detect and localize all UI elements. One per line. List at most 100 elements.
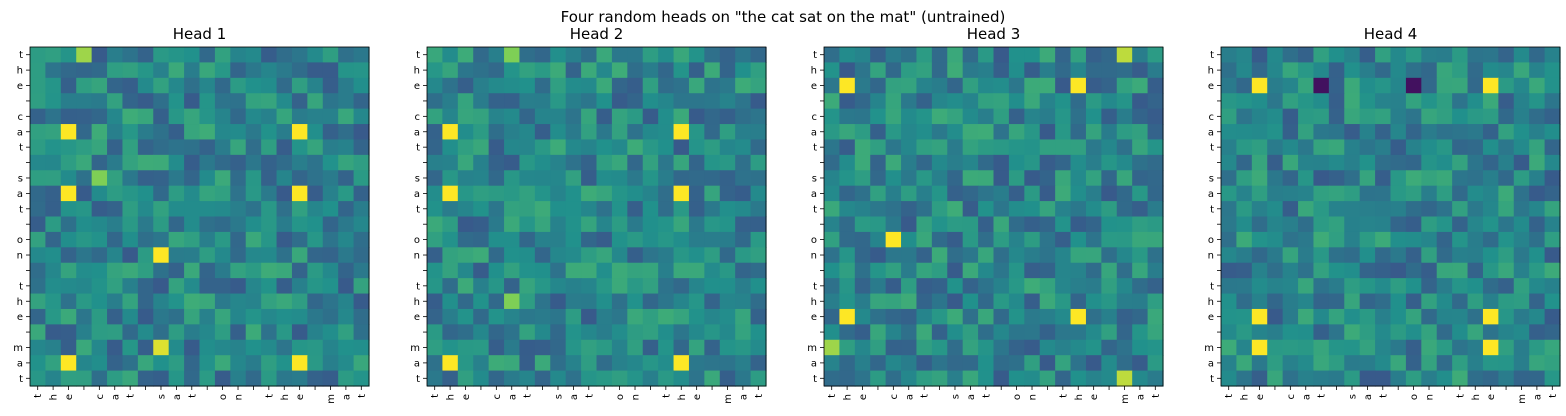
heatmap-cell xyxy=(1328,139,1345,156)
heatmap-cell xyxy=(658,62,675,79)
x-tick-label: h xyxy=(280,394,291,400)
heatmap-cell xyxy=(153,185,170,202)
heatmap-cell xyxy=(230,124,247,141)
heatmap-cell xyxy=(627,262,644,279)
heatmap-cell xyxy=(488,124,505,141)
heatmap-cell xyxy=(931,139,948,156)
heatmap-cell xyxy=(1008,355,1025,372)
heatmap-cell xyxy=(1024,62,1041,79)
heatmap-cell xyxy=(1070,355,1087,372)
heatmap-cell xyxy=(581,324,598,341)
heatmap-cell xyxy=(1085,308,1102,325)
heatmap-cell xyxy=(322,47,339,64)
heatmap-cell xyxy=(1116,185,1133,202)
heatmap-cell xyxy=(1344,108,1361,125)
heatmap-cell xyxy=(473,278,490,295)
heatmap-cell xyxy=(245,324,262,341)
heatmap-cell xyxy=(184,170,201,187)
x-tick-label: n xyxy=(631,394,642,400)
heatmap-cell xyxy=(596,247,613,264)
heatmap-cell xyxy=(1436,108,1453,125)
y-tick-label: e xyxy=(1208,81,1214,92)
heatmap-cell xyxy=(30,355,47,372)
heatmap-cell xyxy=(627,93,644,110)
heatmap-cell xyxy=(1251,339,1268,356)
heatmap-cell xyxy=(870,262,887,279)
heatmap-cell xyxy=(45,308,62,325)
heatmap-cell xyxy=(581,124,598,141)
heatmap-cell xyxy=(199,124,216,141)
heatmap-cell xyxy=(534,139,551,156)
heatmap-cell xyxy=(1328,77,1345,94)
heatmap-cell xyxy=(137,185,154,202)
heatmap-cell xyxy=(60,62,77,79)
heatmap-cell xyxy=(307,355,324,372)
heatmap-cell xyxy=(565,77,582,94)
heatmap-cell xyxy=(30,154,47,171)
heatmap-cell xyxy=(719,308,736,325)
heatmap-cell xyxy=(704,247,721,264)
heatmap-cell xyxy=(885,324,902,341)
heatmap-cell xyxy=(1039,77,1056,94)
heatmap-cell xyxy=(1116,139,1133,156)
heatmap-cell xyxy=(719,154,736,171)
heatmap-cell xyxy=(642,278,659,295)
heatmap-cell xyxy=(1436,324,1453,341)
heatmap-cell xyxy=(1236,308,1253,325)
heatmap-cell xyxy=(1267,62,1284,79)
heatmap-cell xyxy=(1513,93,1530,110)
heatmap-cell xyxy=(1024,247,1041,264)
heatmap-cell xyxy=(199,185,216,202)
heatmap-cell xyxy=(519,355,536,372)
heatmap-cell xyxy=(184,201,201,218)
heatmap-cell xyxy=(322,370,339,387)
heatmap-cell xyxy=(1024,370,1041,387)
heatmap-cell xyxy=(854,185,871,202)
heatmap-cell xyxy=(1147,47,1164,64)
heatmap-cell xyxy=(91,201,108,218)
heatmap-cell xyxy=(1055,339,1072,356)
heatmap-cell xyxy=(1024,185,1041,202)
heatmap-cell xyxy=(442,216,459,233)
heatmap-cell xyxy=(45,124,62,141)
heatmap-cell xyxy=(1452,370,1469,387)
x-tick-label: t xyxy=(187,394,198,398)
heatmap-cell xyxy=(1452,247,1469,264)
heatmap-cell xyxy=(1116,62,1133,79)
heatmap-cell xyxy=(947,201,964,218)
heatmap-cell xyxy=(1039,370,1056,387)
heatmap-cell xyxy=(1375,216,1392,233)
heatmap-cell xyxy=(1344,355,1361,372)
y-tick-label: a xyxy=(414,358,420,369)
heatmap-cell xyxy=(611,324,628,341)
heatmap-cell xyxy=(962,108,979,125)
heatmap-cell xyxy=(931,370,948,387)
heatmap-cell xyxy=(1024,262,1041,279)
heatmap-cell xyxy=(735,231,752,248)
heatmap-cell xyxy=(307,324,324,341)
heatmap-cell xyxy=(91,108,108,125)
heatmap-cell xyxy=(338,262,355,279)
heatmap-cell xyxy=(1221,47,1238,64)
heatmap-cell xyxy=(839,293,856,310)
heatmap-cell xyxy=(962,339,979,356)
heatmap-cell xyxy=(427,278,444,295)
heatmap-cell xyxy=(870,185,887,202)
heatmap-cell xyxy=(1221,216,1238,233)
y-tick-label: a xyxy=(1208,127,1214,138)
heatmap-cell xyxy=(1452,308,1469,325)
heatmap-cell xyxy=(291,108,308,125)
heatmap-cell xyxy=(931,170,948,187)
heatmap-cell xyxy=(322,201,339,218)
heatmap-cell xyxy=(534,231,551,248)
heatmap-cell xyxy=(168,339,185,356)
heatmap-cell xyxy=(519,77,536,94)
heatmap-cell xyxy=(978,47,995,64)
heatmap-cell xyxy=(45,370,62,387)
heatmap-cell xyxy=(199,308,216,325)
heatmap-cell xyxy=(76,231,93,248)
heatmap-cell xyxy=(1251,308,1268,325)
x-tick-label: t xyxy=(430,394,441,398)
heatmap-cell xyxy=(1344,93,1361,110)
heatmap-cell xyxy=(519,216,536,233)
